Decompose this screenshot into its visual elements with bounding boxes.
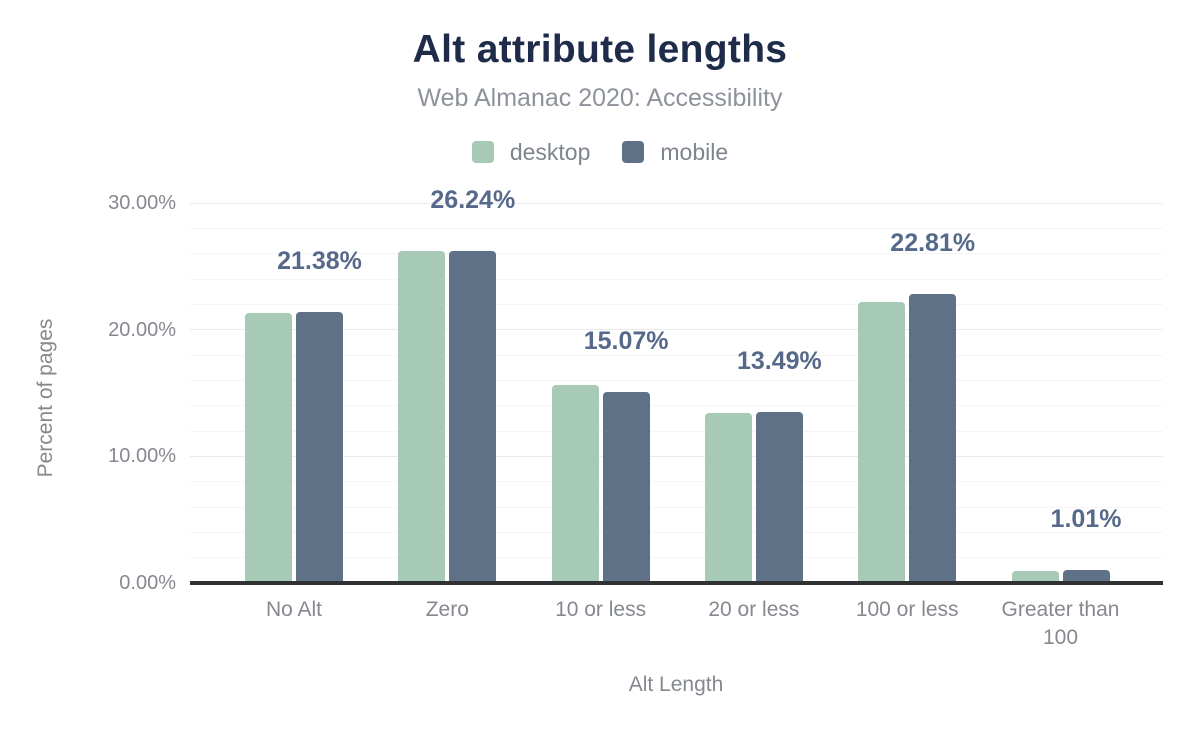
minor-gridline-22pct	[190, 303, 1163, 305]
legend-label-mobile: mobile	[660, 138, 729, 165]
bar-mobile-zero[interactable]	[449, 250, 497, 583]
minor-gridline-26pct	[190, 253, 1163, 255]
bar-desktop-10-or-less[interactable]	[551, 385, 599, 583]
legend-swatch-mobile	[622, 141, 645, 163]
bar-mobile-20-or-less[interactable]	[755, 412, 803, 583]
minor-gridline-12pct	[190, 430, 1163, 432]
minor-gridline-28pct	[190, 227, 1163, 229]
y-tick-label-10pct: 10.00%	[108, 445, 176, 468]
legend-swatch-desktop	[471, 141, 494, 163]
minor-gridline-8pct	[190, 481, 1163, 483]
y-tick-label-20pct: 20.00%	[108, 318, 176, 341]
legend-item-mobile[interactable]: mobile	[622, 139, 728, 166]
x-axis-line	[190, 581, 1163, 585]
data-label-100-or-less: 22.81%	[890, 229, 976, 258]
y-tick-label-0pct: 0.00%	[119, 572, 176, 594]
data-label-zero: 26.24%	[430, 185, 516, 214]
bar-mobile-100-or-less[interactable]	[909, 294, 957, 583]
x-tick-label-greater-than-100: Greater than 100	[1001, 598, 1120, 649]
major-gridline-20pct	[190, 329, 1163, 331]
minor-gridline-24pct	[190, 278, 1163, 280]
x-tick-label-zero: Zero	[425, 598, 469, 621]
x-tick-label-100-or-less: 100 or less	[855, 598, 959, 621]
x-tick-label-20-or-less: 20 or less	[708, 598, 800, 621]
data-label-10-or-less: 15.07%	[583, 327, 669, 356]
y-tick-label-30pct: 30.00%	[108, 192, 176, 214]
minor-gridline-18pct	[190, 354, 1163, 356]
x-tick-label-10-or-less: 10 or less	[555, 598, 647, 621]
x-tick-label-no-alt: No Alt	[265, 598, 323, 621]
bar-desktop-zero[interactable]	[398, 251, 446, 583]
legend-item-desktop[interactable]: desktop	[471, 138, 591, 166]
data-label-20-or-less: 13.49%	[736, 347, 822, 376]
major-gridline-10pct	[190, 455, 1163, 457]
bar-mobile-greater-than-100[interactable]	[1062, 570, 1110, 583]
chart-title: Alt attribute lengths	[412, 28, 788, 71]
x-axis-title: Alt Length	[628, 673, 724, 696]
bar-mobile-no-alt[interactable]	[296, 312, 343, 583]
bar-mobile-10-or-less[interactable]	[602, 392, 650, 583]
legend-label-desktop: desktop	[509, 138, 591, 165]
minor-gridline-14pct	[190, 405, 1163, 407]
data-label-no-alt: 21.38%	[277, 247, 362, 276]
minor-gridline-16pct	[190, 379, 1163, 381]
legend: desktop mobile	[0, 139, 1200, 165]
plot-area: 21.38% 26.24% 15.07% 13.49% 22.81% 1.01%	[190, 186, 1163, 585]
minor-gridline-2pct	[190, 557, 1163, 559]
minor-gridline-6pct	[190, 506, 1163, 508]
minor-gridline-4pct	[190, 531, 1163, 533]
data-label-greater-than-100: 1.01%	[1050, 505, 1122, 534]
bar-desktop-100-or-less[interactable]	[858, 301, 906, 583]
bar-desktop-greater-than-100[interactable]	[1011, 570, 1059, 583]
major-gridline-30pct	[190, 202, 1163, 204]
chart-subtitle: Web Almanac 2020: Accessibility	[417, 84, 783, 112]
bar-desktop-no-alt[interactable]	[245, 313, 292, 583]
bar-desktop-20-or-less[interactable]	[704, 413, 752, 583]
